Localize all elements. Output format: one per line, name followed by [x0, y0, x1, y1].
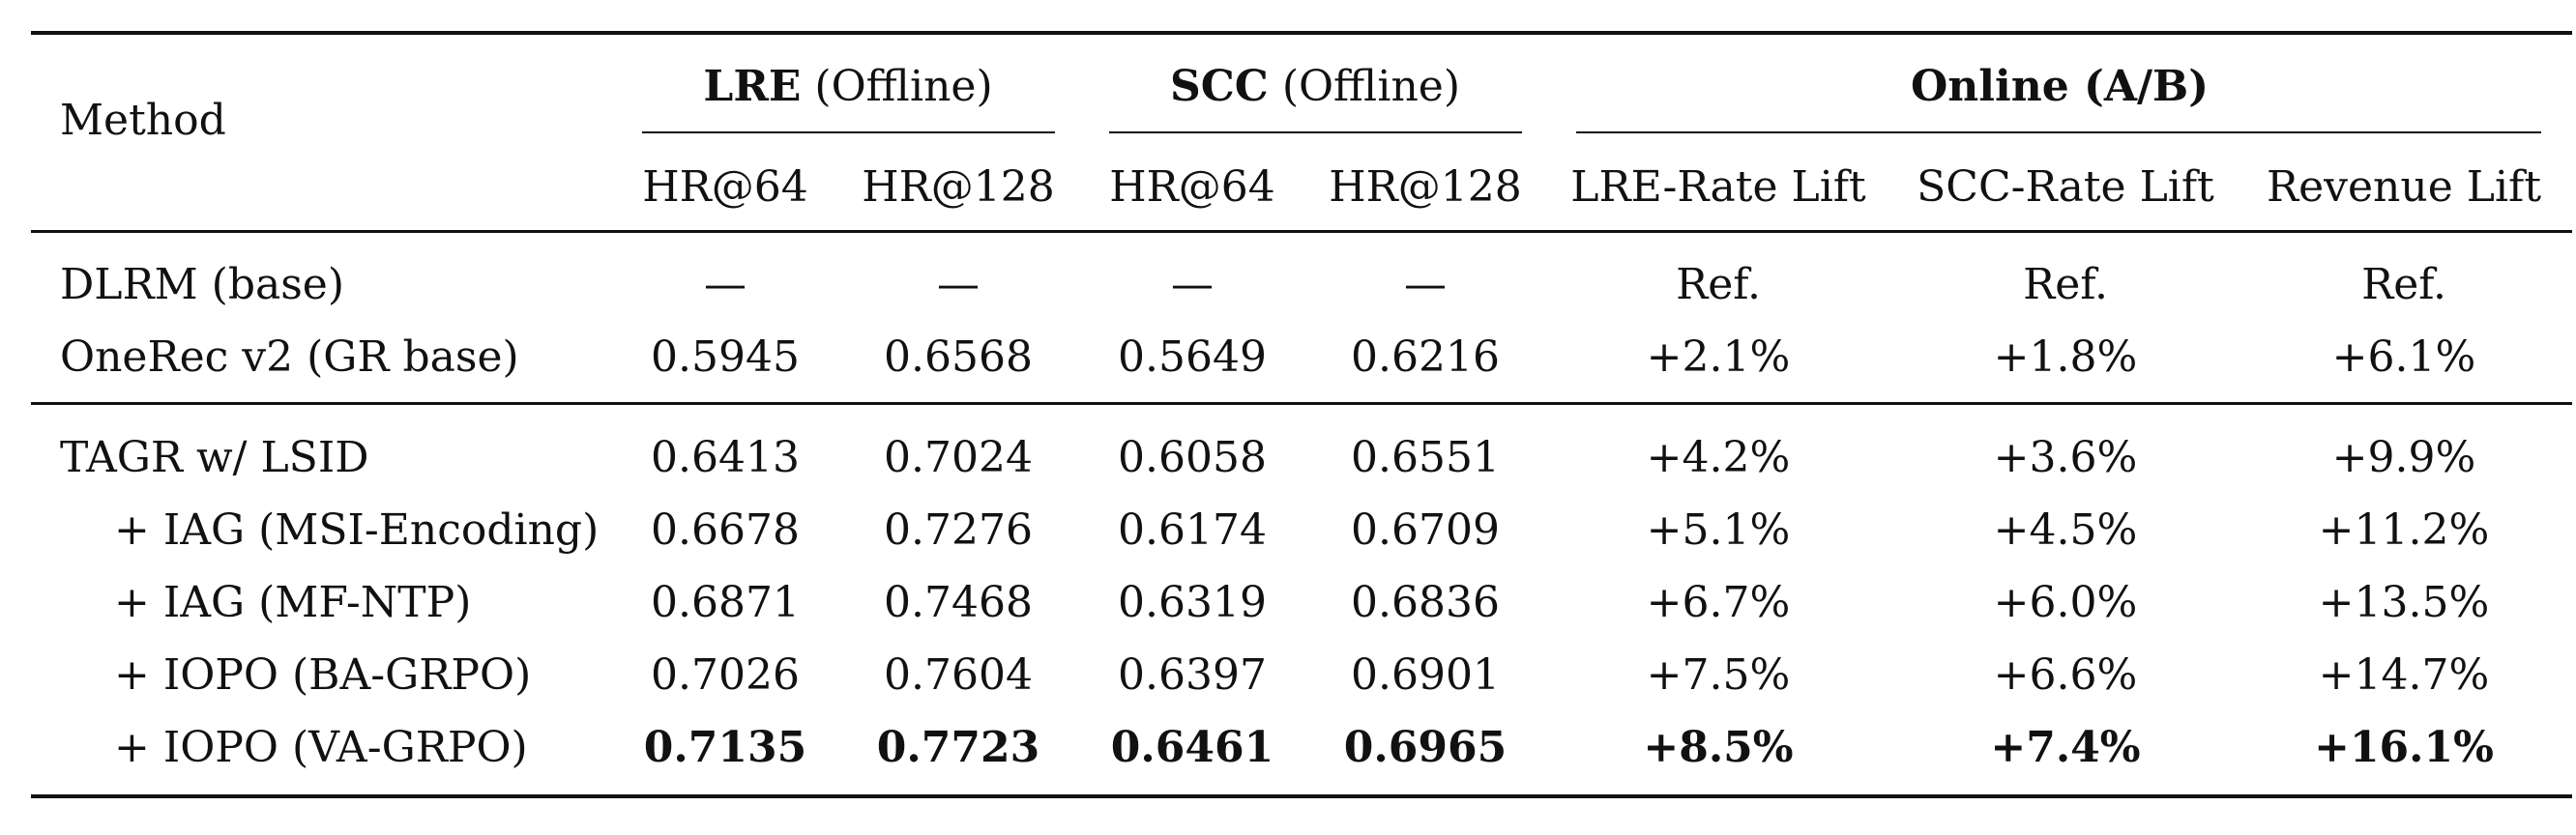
table-cell-lre-rate-lift: +5.1%	[1646, 505, 1791, 555]
table-cell-revenue-lift: +16.1%	[2314, 723, 2494, 772]
table-cell-lre-hr64: —	[704, 260, 746, 309]
table-cell-revenue-lift: +9.9%	[2331, 433, 2476, 482]
table-cell-scc-hr64: 0.6461	[1110, 723, 1274, 772]
table-cell-scc-hr64: —	[1171, 260, 1214, 309]
col-header-scc-hr128: HR@128	[1329, 162, 1522, 212]
table-cell-lre-hr64: 0.7135	[643, 723, 807, 772]
bottom-rule	[31, 794, 2572, 798]
col-header-revenue-lift: Revenue Lift	[2266, 162, 2542, 212]
method-header: Method	[60, 96, 226, 145]
col-header-lre-rate-lift: LRE-Rate Lift	[1570, 162, 1866, 212]
table-cell-scc-hr128: 0.6836	[1351, 578, 1500, 627]
col-header-lre-hr64: HR@64	[642, 162, 808, 212]
table-cell-scc-rate-lift: +3.6%	[1993, 433, 2138, 482]
group-header-lre: LRE (Offline)	[703, 66, 992, 108]
table-cell-lre-hr128: —	[937, 260, 980, 309]
group-header-online: Online (A/B)	[1911, 66, 2209, 108]
table-cell-lre-rate-lift: +7.5%	[1646, 650, 1791, 700]
table-cell-scc-hr64: 0.6397	[1118, 650, 1267, 700]
group-header-online-strong: Online (A/B)	[1910, 62, 2210, 111]
table-row-method: + IOPO (VA-GRPO)	[114, 723, 528, 772]
table-cell-lre-rate-lift: +8.5%	[1643, 723, 1794, 772]
table-cell-scc-hr128: 0.6901	[1351, 650, 1500, 700]
table-cell-lre-hr64: 0.7026	[651, 650, 800, 700]
table-cell-lre-hr64: 0.6413	[651, 433, 800, 482]
col-header-scc-rate-lift: SCC-Rate Lift	[1917, 162, 2214, 212]
table-cell-lre-hr128: 0.7024	[884, 433, 1033, 482]
header-rule	[31, 230, 2572, 233]
lre-group-underline	[642, 131, 1055, 133]
table-cell-lre-rate-lift: +6.7%	[1646, 578, 1791, 627]
table-cell-revenue-lift: +6.1%	[2331, 332, 2476, 382]
table-cell-revenue-lift: +13.5%	[2318, 578, 2490, 627]
table-cell-lre-hr128: 0.7723	[876, 723, 1040, 772]
table-cell-scc-rate-lift: +4.5%	[1993, 505, 2138, 555]
table-row-method: + IAG (MSI-Encoding)	[114, 505, 600, 555]
table-cell-scc-hr128: 0.6709	[1351, 505, 1500, 555]
table-cell-scc-hr128: 0.6965	[1343, 723, 1508, 772]
table-row-method: DLRM (base)	[60, 260, 345, 309]
table-cell-lre-hr64: 0.6678	[651, 505, 800, 555]
table-cell-scc-hr64: 0.6058	[1118, 433, 1267, 482]
table-cell-scc-rate-lift: +6.6%	[1993, 650, 2138, 700]
table-cell-scc-rate-lift: +1.8%	[1993, 332, 2138, 382]
table-row-method: + IAG (MF-NTP)	[114, 578, 472, 627]
table-cell-revenue-lift: +11.2%	[2318, 505, 2490, 555]
table-cell-scc-hr64: 0.6319	[1118, 578, 1267, 627]
table-cell-lre-rate-lift: +2.1%	[1646, 332, 1791, 382]
group-header-lre-strong: LRE	[703, 62, 802, 111]
table-cell-revenue-lift: +14.7%	[2318, 650, 2490, 700]
online-group-underline	[1576, 131, 2541, 133]
group-header-scc-strong: SCC	[1170, 62, 1269, 111]
group-header-scc-rest: (Offline)	[1268, 62, 1460, 111]
table-row-method: TAGR w/ LSID	[60, 433, 369, 482]
table-cell-scc-hr128: —	[1404, 260, 1447, 309]
table-cell-lre-hr64: 0.6871	[651, 578, 800, 627]
table-cell-lre-hr128: 0.7276	[884, 505, 1033, 555]
table-cell-lre-hr128: 0.7468	[884, 578, 1033, 627]
table-cell-lre-hr128: 0.6568	[884, 332, 1033, 382]
col-header-lre-hr128: HR@128	[862, 162, 1055, 212]
table-cell-scc-rate-lift: +7.4%	[1990, 723, 2141, 772]
table-cell-scc-rate-lift: +6.0%	[1993, 578, 2138, 627]
table-cell-scc-hr128: 0.6551	[1351, 433, 1500, 482]
group-header-scc: SCC (Offline)	[1170, 66, 1460, 108]
table-cell-lre-hr128: 0.7604	[884, 650, 1033, 700]
top-rule	[31, 31, 2572, 35]
table-cell-scc-hr64: 0.5649	[1118, 332, 1267, 382]
col-header-scc-hr64: HR@64	[1109, 162, 1275, 212]
section-rule	[31, 402, 2572, 405]
table-cell-lre-hr64: 0.5945	[651, 332, 800, 382]
table-cell-scc-hr64: 0.6174	[1118, 505, 1267, 555]
table-cell-scc-rate-lift: Ref.	[2023, 260, 2108, 309]
table-row-method: + IOPO (BA-GRPO)	[114, 650, 532, 700]
table-cell-revenue-lift: Ref.	[2361, 260, 2446, 309]
table-cell-scc-hr128: 0.6216	[1351, 332, 1500, 382]
table-row-method: OneRec v2 (GR base)	[60, 332, 519, 382]
table-cell-lre-rate-lift: Ref.	[1676, 260, 1761, 309]
table-cell-lre-rate-lift: +4.2%	[1646, 433, 1791, 482]
scc-group-underline	[1109, 131, 1522, 133]
group-header-lre-rest: (Offline)	[801, 62, 993, 111]
